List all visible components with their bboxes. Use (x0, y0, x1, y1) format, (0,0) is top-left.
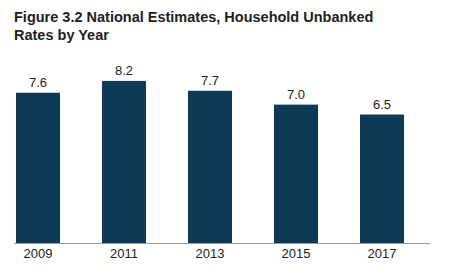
data-label: 6.5 (373, 97, 391, 112)
chart: 7.6 2009 8.2 2011 7.7 2013 7.0 2015 6.5 2017 (0, 0, 450, 279)
bar (360, 115, 404, 243)
x-tick-label: 2011 (110, 246, 138, 261)
data-label: 7.6 (29, 75, 47, 90)
bar (16, 93, 60, 243)
bar (102, 81, 146, 243)
data-label: 8.2 (115, 63, 133, 78)
bars (16, 81, 404, 243)
data-label: 7.7 (201, 73, 219, 88)
bar (188, 91, 232, 243)
x-tick-label: 2017 (368, 246, 397, 261)
x-tick-label: 2013 (196, 246, 225, 261)
data-label: 7.0 (287, 87, 305, 102)
baseline (14, 243, 430, 244)
x-tick-label: 2009 (24, 246, 53, 261)
title: Figure 3.2 National Estimates, Household… (14, 8, 394, 44)
x-tick-label: 2015 (282, 246, 311, 261)
bar (274, 105, 318, 243)
